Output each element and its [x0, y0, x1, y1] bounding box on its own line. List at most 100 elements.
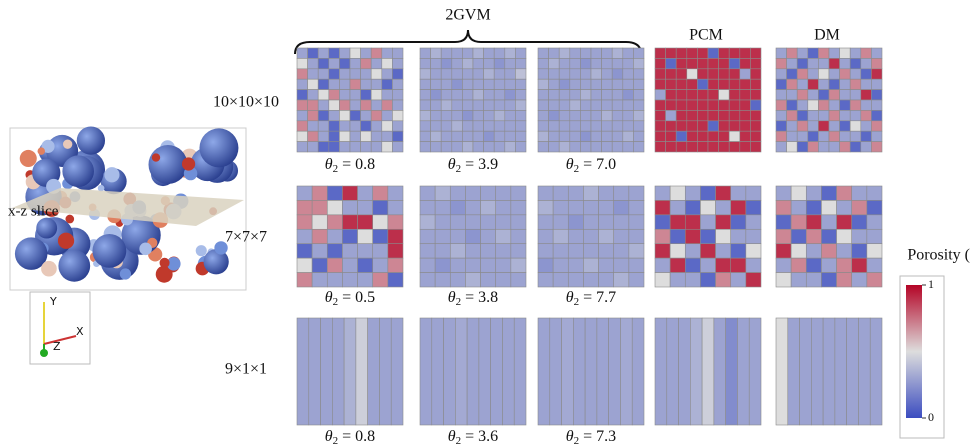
cell: [357, 214, 374, 230]
cell: [381, 47, 393, 59]
cell: [430, 130, 442, 142]
cell: [805, 257, 822, 273]
cell: [633, 68, 645, 80]
cell: [357, 228, 374, 245]
cell: [611, 110, 624, 122]
cell: [654, 110, 666, 122]
cell: [786, 130, 798, 142]
cell: [675, 89, 688, 101]
cell: [860, 99, 872, 111]
theta-value: = 0.8: [338, 428, 375, 445]
cell: [569, 99, 581, 111]
cell: [493, 47, 506, 59]
cell: [307, 68, 319, 80]
cell: [590, 47, 602, 59]
cell: [686, 99, 698, 111]
cell: [849, 99, 862, 111]
cell: [387, 200, 404, 216]
cell: [750, 99, 762, 111]
cell: [549, 317, 562, 426]
cell: [730, 214, 747, 230]
cell: [360, 110, 372, 122]
cell: [598, 214, 615, 230]
cell: [828, 68, 840, 80]
cell: [828, 99, 840, 111]
cell: [495, 185, 512, 201]
cell: [307, 130, 319, 142]
cell: [567, 243, 584, 259]
cell: [307, 141, 319, 153]
cell: [480, 272, 497, 288]
cell: [697, 120, 709, 132]
cell: [537, 130, 549, 142]
cell: [307, 89, 319, 101]
cell: [608, 317, 621, 426]
cell: [620, 317, 633, 426]
cell: [465, 228, 481, 245]
cell: [828, 47, 840, 59]
cell: [434, 272, 451, 288]
cell: [786, 99, 798, 111]
cell: [796, 58, 809, 70]
cell: [839, 120, 851, 132]
cell: [860, 89, 872, 101]
cell: [871, 99, 883, 111]
cell: [515, 68, 527, 80]
cell: [851, 185, 868, 201]
cell: [311, 200, 328, 216]
cell: [387, 243, 404, 259]
cell: [739, 89, 751, 101]
cell: [569, 68, 581, 80]
cell: [866, 214, 883, 230]
cell: [739, 120, 751, 132]
cell: [828, 110, 840, 122]
cell: [419, 214, 436, 230]
cell: [502, 317, 515, 426]
cell: [775, 243, 792, 259]
cell: [775, 317, 789, 426]
theta-symbol: θ: [566, 156, 574, 173]
theta-subscript: 2: [456, 163, 462, 175]
cell: [590, 58, 602, 70]
theta-value: = 7.7: [579, 289, 616, 306]
cell: [449, 272, 466, 288]
cell: [613, 272, 630, 288]
theta-symbol: θ: [448, 289, 456, 306]
cell: [807, 141, 819, 153]
theta-value: = 3.9: [461, 156, 498, 173]
cell: [472, 130, 484, 142]
cell: [790, 228, 807, 245]
cell: [613, 214, 630, 230]
cell: [419, 200, 436, 216]
cell: [786, 78, 798, 90]
cell: [839, 68, 851, 80]
theta-symbol: θ: [448, 428, 456, 445]
cell: [633, 120, 645, 132]
cell: [839, 141, 851, 153]
column-label: PCM: [689, 27, 723, 44]
cell: [633, 47, 645, 59]
theta-label: θ2 = 3.9: [448, 156, 498, 175]
cell: [326, 214, 343, 230]
cell: [381, 89, 393, 101]
cell: [869, 317, 883, 426]
cell: [342, 200, 358, 216]
cell: [419, 317, 433, 426]
cell: [839, 110, 851, 122]
cell: [515, 58, 527, 70]
cell: [583, 272, 599, 288]
cell: [440, 120, 453, 132]
cell: [633, 130, 645, 142]
cell: [296, 228, 313, 245]
cell: [339, 78, 351, 90]
cell: [462, 120, 474, 132]
cell: [828, 58, 840, 70]
cell: [613, 228, 630, 245]
cell: [860, 68, 872, 80]
cell: [370, 120, 383, 132]
cell: [790, 272, 807, 288]
cell: [370, 78, 383, 90]
cell: [569, 120, 581, 132]
cell: [818, 130, 830, 142]
cell: [730, 257, 747, 273]
